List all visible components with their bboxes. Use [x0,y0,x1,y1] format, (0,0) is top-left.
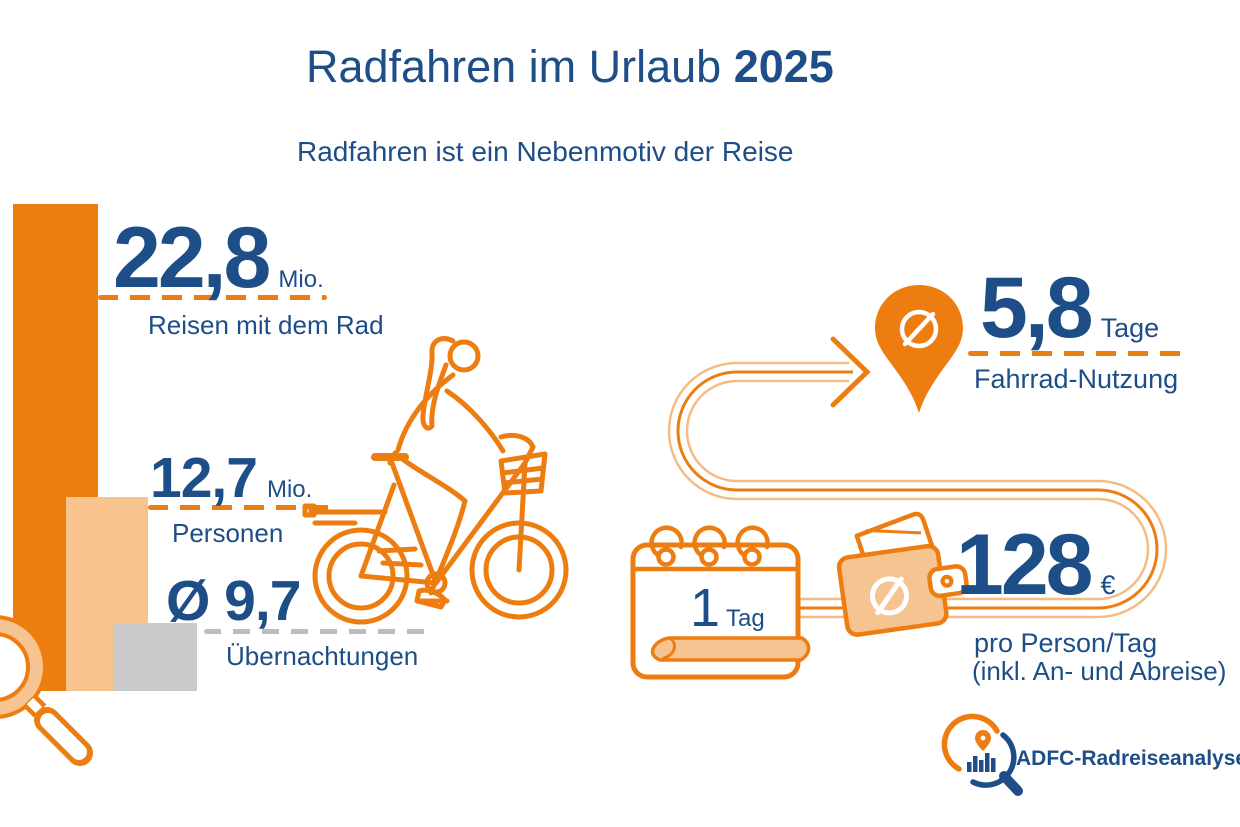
logo-bars-icon [967,753,996,772]
stat-uebernachtungen-label: Übernachtungen [226,641,419,671]
stat-kosten-unit: € [1100,570,1116,600]
adfc-logo-icon [941,713,1023,796]
logo-handle [999,771,1023,796]
stat-fahrradnutzung-unit: Tage [1100,313,1160,343]
dashed-line-uebernachtungen [204,629,425,634]
stat-reisen-value: 22,8 [113,210,271,306]
stat-calendar: 1 Tag [690,581,765,635]
stat-fahrradnutzung: 5,8 Tage [980,265,1159,351]
adfc-logo-text: ADFC-Radreiseanalyse [1016,747,1240,770]
stat-calendar-unit: Tag [726,605,765,632]
stat-personen: 12,7 Mio. [150,450,312,507]
stat-kosten-label1: pro Person/Tag [974,628,1158,658]
stat-personen-unit: Mio. [266,476,313,503]
dashed-line-reisen [98,295,327,300]
avg-symbol-icon [869,576,909,616]
stat-kosten: 128 € [956,522,1116,608]
calendar-rings [649,525,770,567]
logo-pin-icon [975,730,991,751]
page-title-year: 2025 [733,41,834,92]
stat-calendar-value: 1 [690,578,721,638]
stat-kosten-value: 128 [956,517,1093,613]
stat-fahrradnutzung-label: Fahrrad-Nutzung [974,364,1179,394]
bar-uebernachtungen [113,623,197,691]
magnifier-illustration [0,615,93,766]
dashed-line-fahrradnutzung [968,351,1185,356]
page-title: Radfahren im Urlaub 2025 [306,44,834,89]
stat-fahrradnutzung-value: 5,8 [980,260,1094,356]
stat-personen-value: 12,7 [150,446,258,510]
avg-symbol-icon [899,309,939,349]
wallet-icon [836,511,969,637]
stat-reisen-label: Reisen mit dem Rad [148,310,384,340]
stat-personen-label: Personen [172,518,284,548]
page-subtitle: Radfahren ist ein Nebenmotiv der Reise [297,136,794,167]
dashed-line-personen [148,505,330,510]
location-pin-icon [875,285,963,413]
stat-uebernachtungen-value: Ø 9,7 [166,569,301,633]
stat-reisen-unit: Mio. [278,266,324,293]
stat-kosten-label2: (inkl. An- und Abreise) [972,656,1227,686]
stat-uebernachtungen: Ø 9,7 [166,569,301,633]
arrow-right-icon [830,336,871,408]
bicycle-illustration [302,336,569,625]
stat-reisen: 22,8 Mio. [113,215,324,301]
page-title-text: Radfahren im Urlaub [306,41,722,92]
route-path-illustration [667,336,1168,619]
calendar-icon [630,525,811,680]
